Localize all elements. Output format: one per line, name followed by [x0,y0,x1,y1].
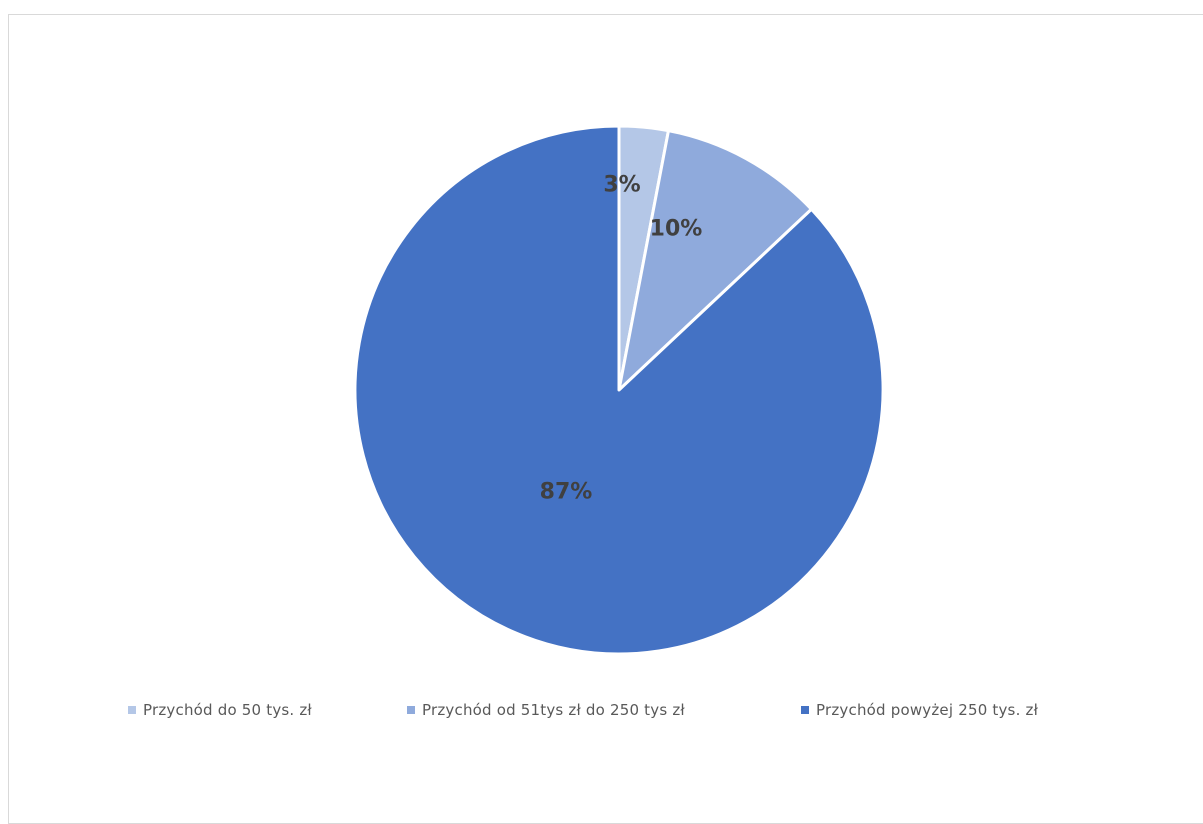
legend-label-2: Przychód od 51tys zł do 250 tys zł [422,701,685,719]
slice-data-label-3: 87% [540,480,593,505]
legend-label-3: Przychód powyżej 250 tys. zł [816,701,1039,719]
slice-data-label-2: 10% [650,217,703,242]
legend-swatch-2 [407,706,415,714]
pie-slice-3 [353,124,885,656]
legend-swatch-1 [128,706,136,714]
slice-data-label-1: 3% [603,173,640,198]
legend-label-1: Przychód do 50 tys. zł [143,701,312,719]
legend-item-3: Przychód powyżej 250 tys. zł [801,701,1038,719]
legend-swatch-3 [801,706,809,714]
legend-item-2: Przychód od 51tys zł do 250 tys zł [407,701,685,719]
pie-slice-2 [617,129,813,392]
legend-item-1: Przychód do 50 tys. zł [128,701,312,719]
chart-legend: Przychód do 50 tys. zł Przychód od 51tys… [0,696,1203,724]
